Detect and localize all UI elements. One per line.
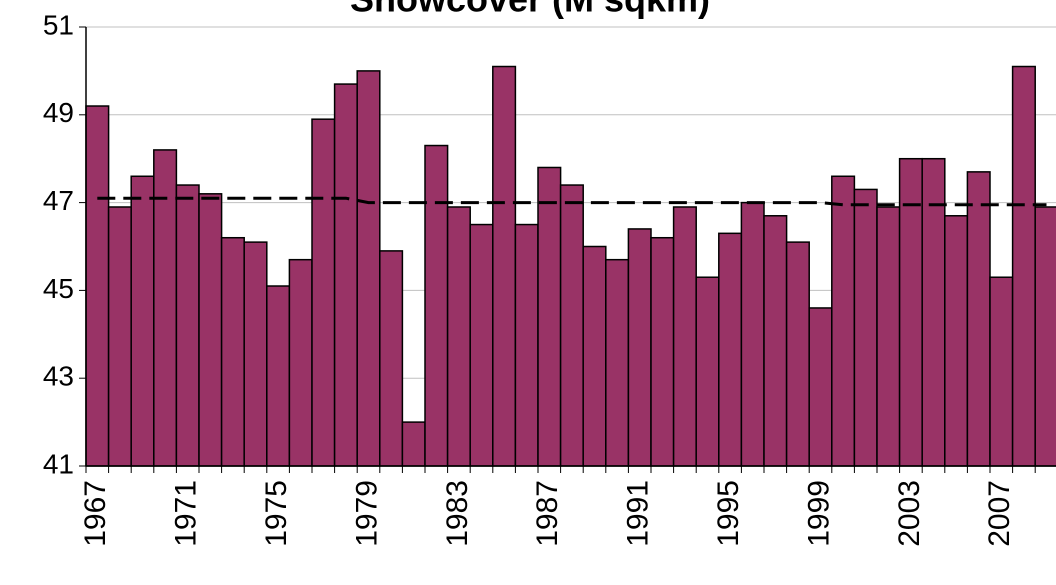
bar — [853, 188, 878, 467]
y-tick-label: 47 — [43, 185, 74, 216]
x-tick-label: 1979 — [350, 480, 383, 547]
chart-title: Snowcover (M sqkm) — [350, 0, 710, 20]
bar — [695, 276, 720, 467]
x-tick-label: 1999 — [802, 480, 835, 547]
x-tick-label: 2007 — [983, 480, 1016, 547]
bar — [627, 228, 652, 467]
bar — [740, 201, 765, 467]
x-tick-label: 2003 — [893, 480, 926, 547]
bar — [175, 184, 200, 467]
bar — [379, 250, 404, 467]
bar — [1011, 65, 1036, 467]
bar — [763, 215, 788, 467]
bar — [446, 206, 471, 467]
bar — [559, 184, 584, 467]
bar — [107, 206, 132, 467]
bar — [808, 307, 833, 467]
bar — [831, 175, 856, 467]
bar — [492, 65, 517, 467]
bar — [718, 232, 743, 467]
bar — [85, 105, 110, 467]
bar — [198, 193, 223, 467]
bar — [1034, 206, 1056, 467]
bar — [650, 236, 675, 467]
y-tick-label: 41 — [43, 448, 74, 479]
x-tick-label: 1983 — [441, 480, 474, 547]
y-tick-label: 49 — [43, 97, 74, 128]
x-tick-label: 1975 — [260, 480, 293, 547]
y-tick-label: 43 — [43, 361, 74, 392]
bar — [876, 206, 901, 467]
bar — [966, 171, 991, 467]
bar — [605, 258, 630, 467]
bar — [989, 276, 1014, 467]
bar — [333, 83, 358, 467]
bar — [672, 206, 697, 467]
x-tick-label: 1987 — [531, 480, 564, 547]
bar — [243, 241, 268, 467]
y-tick-label: 45 — [43, 273, 74, 304]
trend-line — [97, 196, 1047, 207]
bar — [469, 223, 494, 467]
bar — [311, 118, 336, 467]
bar — [424, 144, 449, 467]
bar — [288, 258, 313, 467]
bar — [266, 285, 291, 467]
x-tick-label: 1967 — [79, 480, 112, 547]
bar — [582, 245, 607, 467]
x-tick-label: 1991 — [622, 480, 655, 547]
y-tick-label: 51 — [43, 9, 74, 40]
bar — [220, 236, 245, 467]
bar — [356, 70, 381, 467]
bar — [537, 166, 562, 467]
bar — [944, 215, 969, 467]
bar — [401, 421, 426, 467]
x-tick-label: 1971 — [170, 480, 203, 547]
bar — [130, 175, 155, 467]
bar — [514, 223, 539, 467]
bar — [785, 241, 810, 467]
x-tick-label: 1995 — [712, 480, 745, 547]
